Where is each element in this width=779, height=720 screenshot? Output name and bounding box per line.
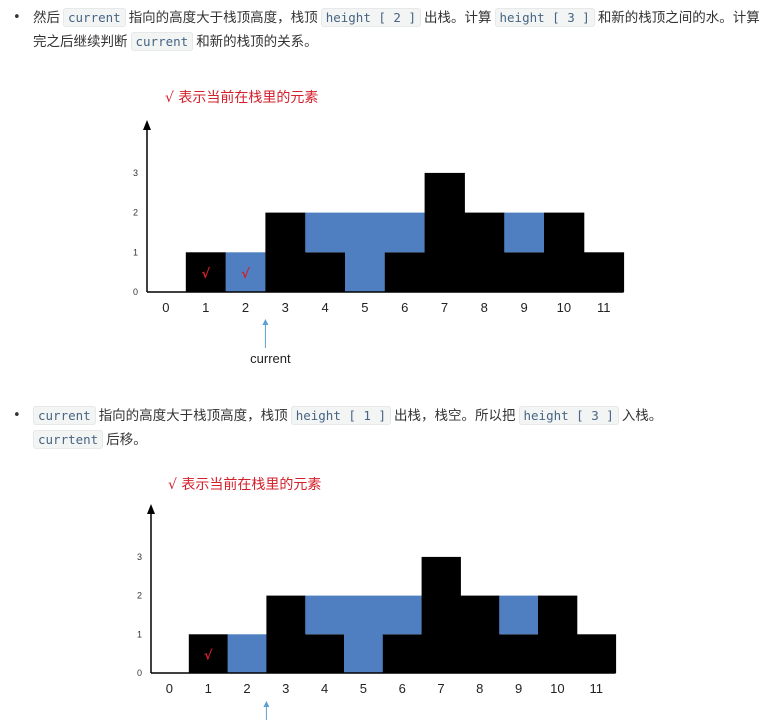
- pointer-label: current: [250, 351, 291, 366]
- inline-code: currtent: [33, 430, 104, 449]
- inline-code: current: [130, 32, 194, 51]
- inline-code: height [ 3 ]: [494, 8, 595, 27]
- text: 和新的栈顶的关系。: [196, 34, 318, 50]
- x-tick-label: 1: [205, 681, 212, 696]
- figure-legend: √ 表示当前在栈里的元素: [165, 89, 318, 106]
- bullet-item-2: • current 指向的高度大于栈顶高度，栈顶 height [ 1 ] 出栈，栈空…: [13, 404, 766, 452]
- water-bar: [384, 212, 426, 253]
- water-bar: [305, 595, 345, 635]
- y-tick-label: 3: [137, 552, 142, 562]
- water-bar: [504, 212, 545, 253]
- text: 然后: [33, 10, 60, 26]
- x-tick-label: 11: [597, 300, 611, 315]
- text: 出栈，栈空。所以把: [394, 408, 516, 424]
- water-bar: [305, 212, 346, 253]
- wall-bar: [538, 595, 578, 673]
- wall-bar: [499, 634, 539, 673]
- figure-2-chart: √ 表示当前在栈里的元素 0 1 2 3 0 1 2 3 4 5 6 7 8 9 10 11 √: [137, 476, 617, 720]
- wall-bar: [185, 252, 227, 292]
- wall-bar: [421, 556, 461, 673]
- x-tick-label: 9: [515, 681, 522, 696]
- x-tick-label: 2: [243, 681, 250, 696]
- water-bar: [382, 595, 423, 635]
- y-axis-arrow: [143, 120, 151, 130]
- figure-1-chart: √ 表示当前在栈里的元素 0 1 2 3 0 1 2 3 4 5 6 7 8 9 10 11 √ √ current: [133, 89, 625, 366]
- stack-mark: √: [204, 649, 213, 664]
- x-tick-label: 5: [360, 681, 367, 696]
- water-bar: [225, 252, 266, 292]
- text: 出栈。计算: [424, 10, 492, 26]
- bullet-item-1: • 然后 current 指向的高度大于栈顶高度，栈顶 height [ 2 ] 出栈。…: [13, 6, 766, 54]
- text: 后移。: [106, 432, 147, 448]
- inline-code: height [ 2 ]: [320, 8, 421, 27]
- stack-mark: √: [201, 267, 210, 282]
- x-tick-label: 8: [481, 300, 488, 315]
- y-tick-label: 1: [133, 247, 138, 257]
- pointer-arrow-head: [262, 319, 269, 325]
- x-tick-label: 11: [589, 681, 603, 696]
- x-tick-label: 9: [520, 300, 527, 315]
- inline-code: current: [63, 8, 126, 27]
- x-tick-label: 1: [202, 300, 209, 315]
- wall-bar: [464, 212, 505, 292]
- wall-bar: [583, 252, 625, 292]
- x-tick-label: 3: [282, 300, 289, 315]
- x-tick-label: 4: [321, 300, 328, 315]
- paragraph-2: current 指向的高度大于栈顶高度，栈顶 height [ 1 ] 出栈，栈空。所…: [33, 404, 766, 452]
- y-tick-label: 0: [137, 668, 142, 678]
- x-tick-label: 4: [321, 681, 328, 696]
- inline-code: height [ 3 ]: [518, 406, 619, 425]
- x-tick-label: 7: [437, 681, 444, 696]
- x-tick-label: 6: [401, 300, 408, 315]
- stack-mark: √: [241, 267, 250, 282]
- water-bar: [344, 595, 384, 673]
- wall-bar: [382, 634, 423, 673]
- text: 指向的高度大于栈顶高度，栈顶: [128, 10, 318, 26]
- bullet-dot: •: [13, 408, 21, 423]
- x-tick-label: 5: [361, 300, 368, 315]
- x-tick-label: 6: [399, 681, 406, 696]
- inline-code: current: [33, 406, 96, 425]
- water-bar: [345, 212, 386, 292]
- y-tick-label: 1: [137, 629, 142, 639]
- y-axis-arrow: [147, 504, 155, 514]
- x-tick-label: 3: [282, 681, 289, 696]
- water-bar: [227, 634, 267, 673]
- wall-bar: [188, 634, 229, 673]
- wall-bar: [305, 634, 345, 673]
- text: 入栈。: [621, 408, 663, 424]
- bullet-dot: •: [13, 10, 21, 25]
- wall-bar: [576, 634, 617, 673]
- x-tick-label: 8: [476, 681, 483, 696]
- figure-legend: √ 表示当前在栈里的元素: [168, 476, 321, 493]
- pointer-arrow-head: [263, 701, 270, 707]
- text: 指向的高度大于栈顶高度，栈顶: [98, 408, 288, 424]
- water-bar: [499, 595, 539, 635]
- x-tick-label: 0: [162, 300, 169, 315]
- wall-bar: [460, 595, 500, 673]
- text: 和新的栈顶之间的水。计算完之后继续判断: [33, 10, 760, 50]
- x-tick-label: 2: [242, 300, 249, 315]
- wall-bar: [266, 595, 306, 673]
- y-tick-label: 3: [133, 168, 138, 178]
- x-tick-label: 10: [557, 300, 571, 315]
- wall-bar: [305, 252, 346, 292]
- wall-bar: [424, 172, 465, 292]
- y-tick-label: 2: [133, 208, 138, 218]
- y-tick-label: 2: [137, 591, 142, 601]
- wall-bar: [384, 252, 426, 292]
- wall-bar: [544, 212, 585, 292]
- x-tick-label: 7: [441, 300, 448, 315]
- y-tick-label: 0: [133, 287, 138, 297]
- paragraph-1: 然后 current 指向的高度大于栈顶高度，栈顶 height [ 2 ] 出栈。计算…: [33, 6, 766, 54]
- x-tick-label: 10: [550, 681, 564, 696]
- wall-bar: [504, 252, 545, 292]
- x-tick-label: 0: [166, 681, 173, 696]
- inline-code: height [ 1 ]: [290, 406, 391, 425]
- wall-bar: [265, 212, 306, 292]
